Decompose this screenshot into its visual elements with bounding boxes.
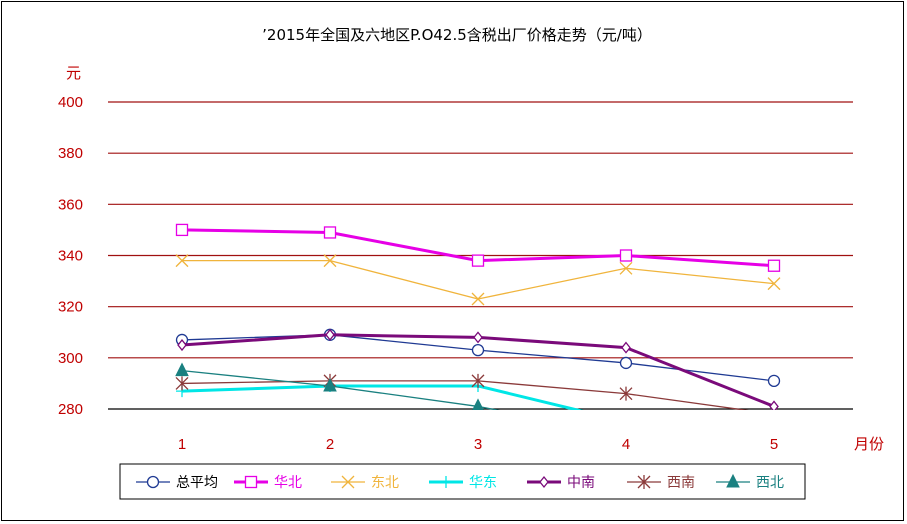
data-point <box>767 374 781 388</box>
series-华北 <box>175 223 781 272</box>
series-东北 <box>175 254 781 306</box>
legend: 总平均 华北 东北 华东 中南 西南 西北 <box>136 473 784 491</box>
series-line <box>181 369 501 410</box>
x-tick-label: 1 <box>178 436 186 453</box>
data-point <box>767 259 781 272</box>
legend-label: 中南 <box>567 475 595 491</box>
legend-item-东北: 东北 <box>331 475 399 491</box>
data-point <box>619 261 633 275</box>
legend-item-总平均: 总平均 <box>136 475 218 491</box>
x-tick-label: 3 <box>474 436 482 453</box>
data-point <box>175 254 189 268</box>
legend-label: 华北 <box>274 475 302 491</box>
legend-marker <box>244 475 258 489</box>
data-point <box>177 339 187 352</box>
data-point <box>619 249 633 262</box>
x-axis-label: 月份 <box>854 435 884 453</box>
series-line <box>181 384 584 410</box>
data-point <box>175 362 189 377</box>
y-axis-ticks: 280 300 320 340 360 380 400 <box>58 94 83 418</box>
x-tick-label: 5 <box>770 436 778 453</box>
data-point <box>323 254 337 268</box>
legend-label: 华东 <box>469 475 497 491</box>
x-tick-label: 4 <box>622 436 630 453</box>
data-point <box>325 328 335 341</box>
legend-label: 总平均 <box>176 475 218 491</box>
data-point <box>473 331 483 344</box>
series-西北 <box>175 362 501 410</box>
y-tick-label: 280 <box>58 401 83 418</box>
data-point <box>769 400 779 410</box>
data-point <box>471 254 485 267</box>
legend-item-西南: 西南 <box>627 475 695 491</box>
y-tick-label: 400 <box>58 94 83 111</box>
legend-marker <box>341 475 355 489</box>
data-point <box>175 376 189 391</box>
legend-marker <box>146 475 160 489</box>
y-tick-label: 300 <box>58 350 83 367</box>
data-point <box>621 341 631 354</box>
legend-marker <box>726 473 740 488</box>
y-tick-label: 320 <box>58 299 83 316</box>
data-point <box>471 292 485 306</box>
legend-label: 西北 <box>756 475 784 491</box>
x-tick-label: 2 <box>326 436 334 453</box>
legend-marker <box>539 475 549 489</box>
legend-item-中南: 中南 <box>527 475 595 491</box>
series-中南 <box>177 328 779 410</box>
data-point <box>619 356 633 370</box>
legend-label: 东北 <box>371 475 399 491</box>
data-point <box>471 344 485 357</box>
y-tick-label: 360 <box>58 196 83 213</box>
data-point <box>619 386 633 401</box>
legend-item-华东: 华东 <box>429 475 497 491</box>
data-point <box>323 226 337 239</box>
data-point <box>323 377 337 392</box>
legend-marker <box>637 475 651 489</box>
series-layer <box>175 223 781 410</box>
data-point <box>175 223 189 237</box>
y-axis-unit-label: 元 <box>66 64 81 82</box>
series-华东 <box>176 379 584 410</box>
legend-marker <box>440 476 452 488</box>
chart-title: ’2015年全国及六地区P.O42.5含税出厂价格走势（元/吨） <box>262 26 652 44</box>
data-point <box>471 373 485 388</box>
data-point <box>472 398 484 410</box>
data-point <box>767 277 781 291</box>
y-tick-label: 340 <box>58 248 83 265</box>
legend-label: 西南 <box>667 475 695 491</box>
x-axis-ticks: 1 2 3 4 5 <box>178 436 778 453</box>
legend-item-华北: 华北 <box>234 475 302 491</box>
legend-item-西北: 西北 <box>716 473 784 491</box>
y-tick-label: 380 <box>58 145 83 162</box>
